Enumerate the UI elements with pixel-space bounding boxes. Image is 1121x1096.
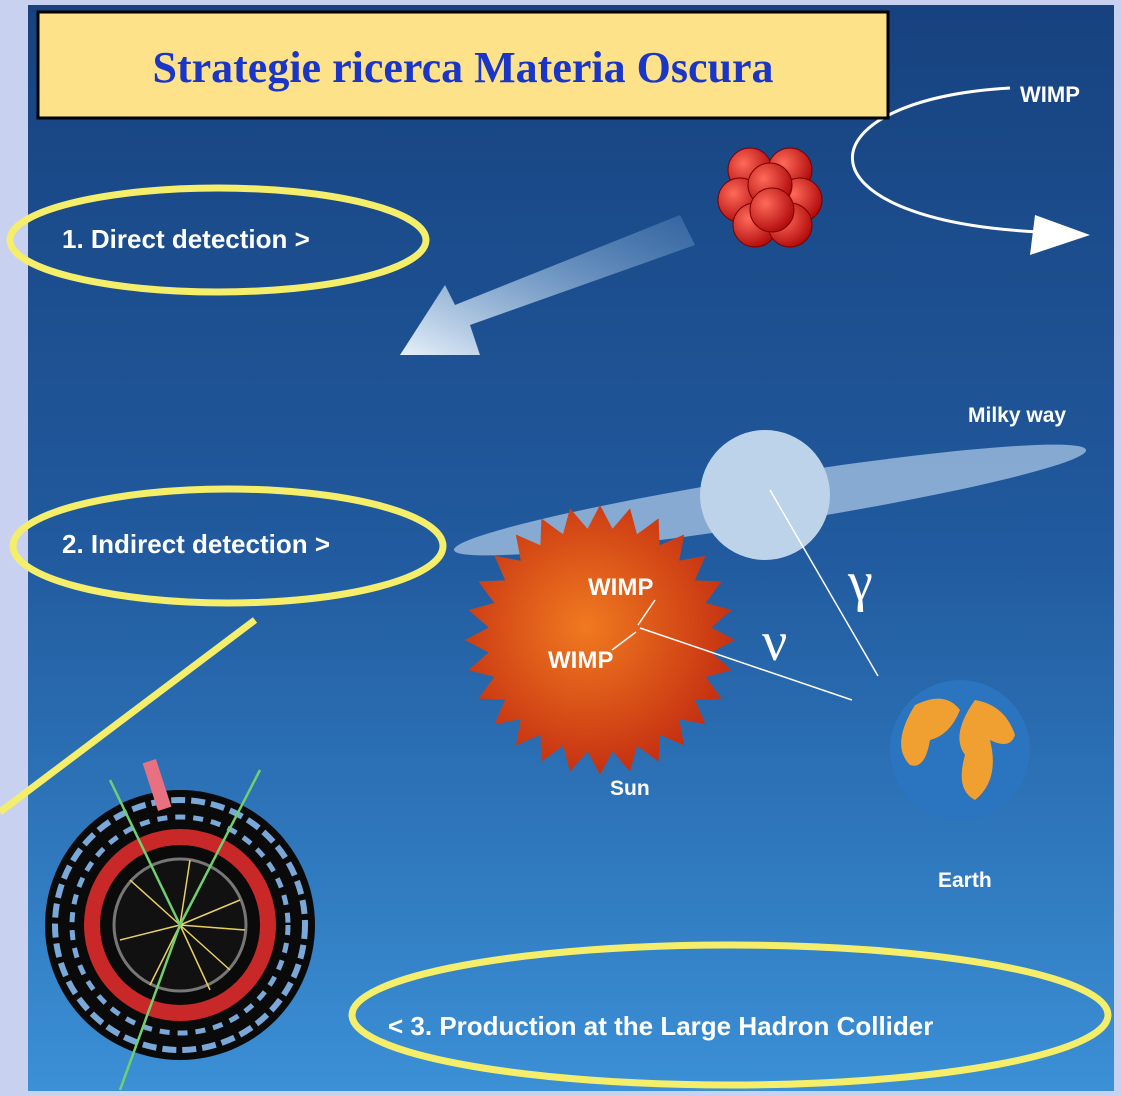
callout [6, 184, 430, 296]
diagram-label: Milky way [968, 404, 1066, 427]
lhc-event-display [45, 759, 315, 1091]
diagram-label: WIMP [548, 647, 613, 674]
callout [348, 941, 1112, 1089]
sun [465, 505, 735, 775]
strategy-label: < 3. Production at the Large Hadron Coll… [388, 1011, 933, 1041]
diagram-label: Sun [610, 777, 650, 800]
diagram-label: Earth [938, 869, 992, 892]
diagram-label: ν [762, 611, 787, 673]
big-arrow [400, 215, 695, 355]
wimp-line [637, 599, 656, 626]
continents [901, 698, 1015, 800]
callout-line [0, 617, 258, 815]
strategy-label: 1. Direct detection > [62, 224, 310, 254]
title: Strategie ricerca Materia Oscura [152, 43, 773, 92]
galactic-bulge [700, 430, 830, 560]
diagram-label: WIMP [1020, 82, 1080, 107]
gamma-line [769, 489, 879, 677]
callout [9, 485, 447, 607]
wimp-trajectory [850, 86, 1041, 234]
strategy-label: 2. Indirect detection > [62, 529, 330, 559]
neutrino-line [639, 627, 853, 701]
nucleus [717, 147, 823, 248]
wimp-line [611, 631, 637, 651]
title-box [36, 10, 890, 120]
arrowhead [1030, 215, 1090, 255]
diagram-label: WIMP [588, 574, 653, 601]
diagram-label: γ [847, 551, 873, 613]
